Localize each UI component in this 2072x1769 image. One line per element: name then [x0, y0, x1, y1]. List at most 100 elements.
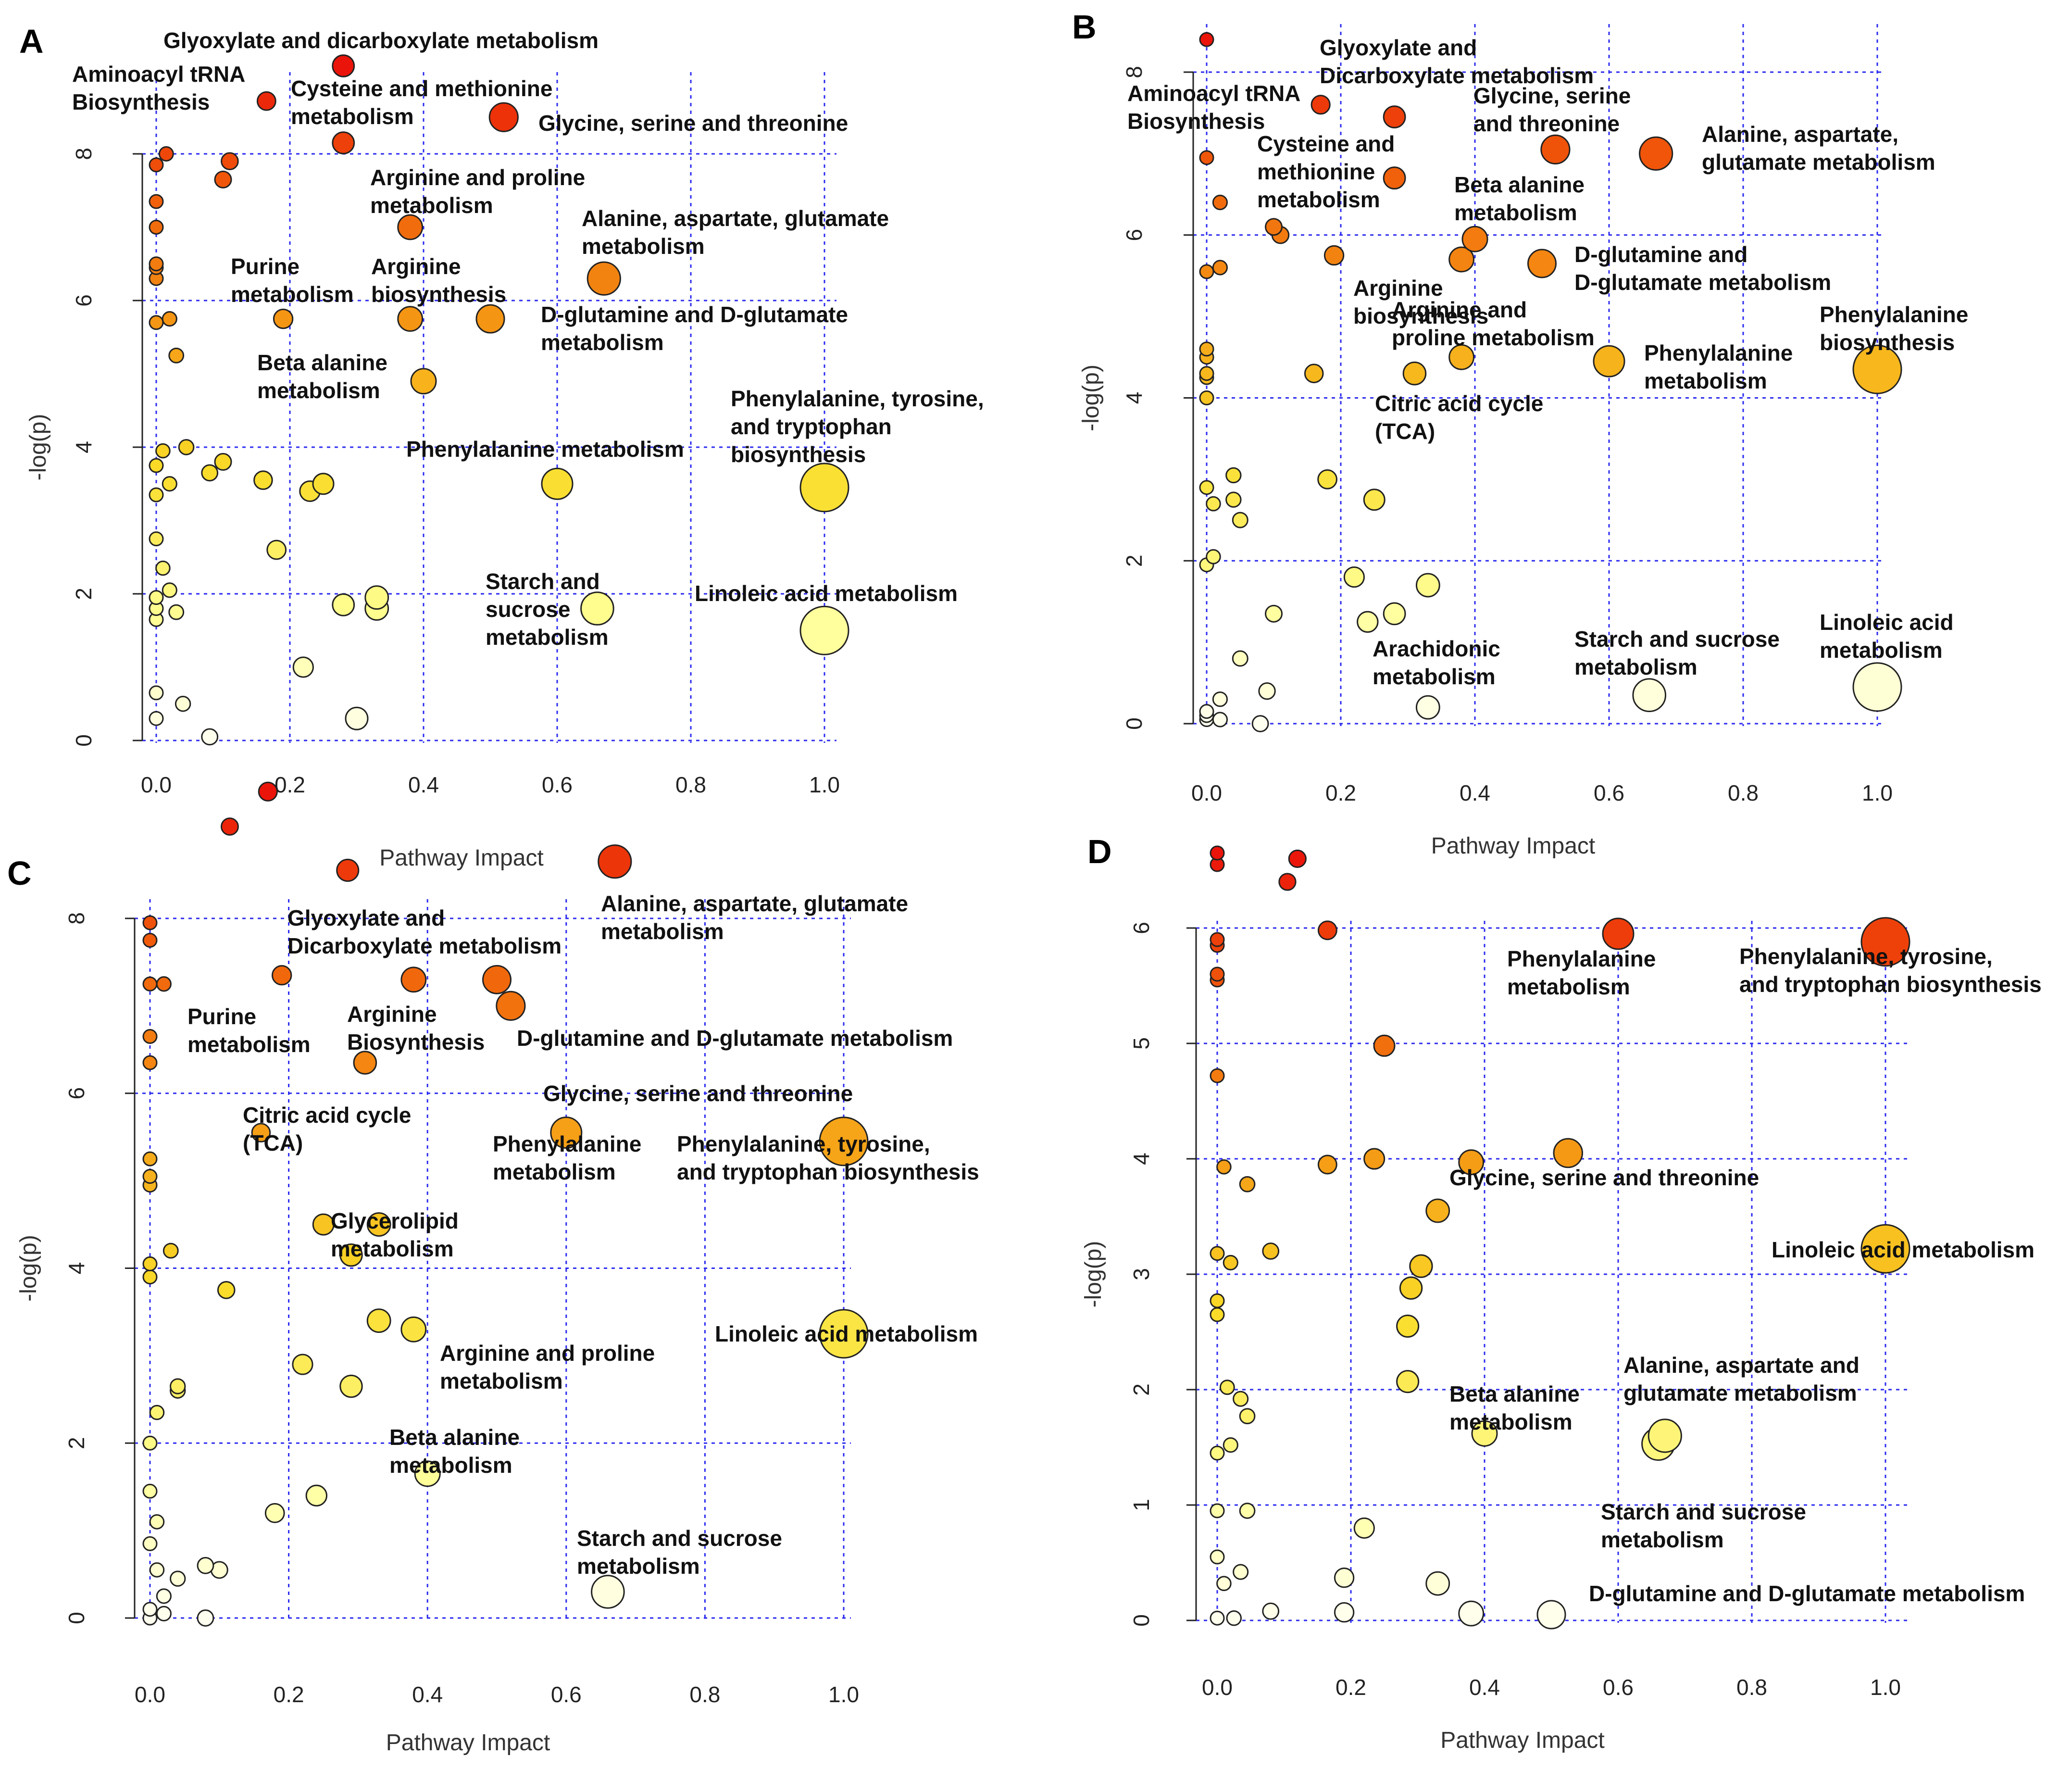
- data-point: [149, 256, 164, 272]
- data-point: [332, 131, 355, 155]
- y-tick-label: 0: [71, 734, 96, 747]
- data-point: [799, 463, 849, 513]
- data-point: [1317, 1154, 1337, 1175]
- data-point: [142, 1169, 158, 1184]
- data-point: [217, 1281, 236, 1299]
- data-point: [1210, 1246, 1225, 1261]
- data-point: [1852, 662, 1902, 712]
- annotation-line: Cysteine and: [1257, 131, 1395, 156]
- panel-label: B: [1072, 8, 1097, 46]
- data-point: [591, 1575, 625, 1609]
- y-tick-label: 0: [64, 1612, 89, 1624]
- annotation-line: Purine: [187, 1004, 256, 1029]
- data-point: [1304, 364, 1324, 383]
- data-point: [1402, 361, 1427, 386]
- data-point: [1317, 920, 1337, 941]
- x-tick-label: 1.0: [828, 1682, 859, 1707]
- x-axis-label: Pathway Impact: [1440, 1728, 1604, 1753]
- x-tick-label: 1.0: [809, 772, 840, 797]
- y-tick-label: 8: [1122, 66, 1147, 78]
- annotation-line: Starch and sucrose: [577, 1526, 782, 1551]
- data-point: [1265, 218, 1283, 236]
- data-point: [292, 1354, 313, 1375]
- x-tick-label: 0.2: [1325, 780, 1356, 805]
- data-point: [1199, 150, 1214, 165]
- data-point: [149, 1562, 165, 1578]
- annotation-line: biosynthesis: [731, 442, 866, 467]
- annotation-line: metabolism: [1601, 1527, 1724, 1552]
- data-point: [158, 146, 174, 162]
- data-point: [1199, 32, 1214, 47]
- annotation-line: Glycine, serine and threonine: [538, 111, 848, 136]
- data-point: [1212, 712, 1228, 728]
- annotation-line: Dicarboxylate metabolism: [287, 933, 562, 958]
- pathway-annotation: Phenylalanine metabolism: [493, 1131, 641, 1184]
- data-point: [142, 915, 158, 930]
- pathway-annotation: Arginine and proline metabolism: [370, 165, 585, 218]
- annotation-line: metabolism: [331, 1236, 454, 1261]
- x-tick-label: 0.8: [675, 772, 706, 797]
- annotation-line: Phenylalanine, tyrosine,: [677, 1131, 930, 1156]
- data-point: [366, 1308, 391, 1333]
- data-point: [142, 976, 158, 991]
- y-axis-label: -log(p): [25, 414, 51, 481]
- data-point: [256, 91, 276, 111]
- annotation-line: Linoleic acid metabolism: [1772, 1237, 2035, 1262]
- y-tick-label: 2: [1129, 1383, 1154, 1396]
- data-point: [156, 976, 172, 992]
- panel-c: C 0.0 0.2 0.4 0.6 0.8 1.0 0 2 4 6 8 Pathway Impact -l…: [7, 781, 979, 1756]
- annotation-line: metabolism: [577, 1554, 700, 1579]
- data-point: [397, 214, 424, 240]
- data-point: [142, 1602, 158, 1617]
- data-point: [178, 439, 195, 455]
- data-point: [1639, 136, 1673, 171]
- x-tick-label: 0.8: [1736, 1675, 1767, 1700]
- annotation-line: glutamate metabolism: [1702, 150, 1935, 175]
- annotation-line: metabolism: [1449, 1409, 1573, 1434]
- annotation-line: Arginine and proline: [440, 1341, 655, 1366]
- data-point: [339, 1374, 363, 1398]
- data-point: [496, 991, 526, 1021]
- annotation-line: metabolism: [370, 193, 493, 218]
- data-point: [1343, 566, 1365, 588]
- x-tick-label: 0.6: [1594, 780, 1624, 805]
- data-point: [819, 1117, 869, 1167]
- data-point: [149, 531, 164, 547]
- pathway-annotation: Aminoacyl tRNA Biosynthesis: [1127, 81, 1300, 134]
- pathway-annotation: Citric acid cycle (TCA): [243, 1103, 411, 1155]
- data-point: [1239, 1503, 1256, 1519]
- data-point: [1632, 678, 1666, 713]
- x-tick-label: 0.0: [135, 1682, 165, 1707]
- y-tick-label: 4: [64, 1262, 89, 1275]
- pathway-annotation: Starch and sucrose metabolism: [1601, 1499, 1806, 1552]
- data-point: [1383, 166, 1406, 190]
- annotation-line: metabolism: [1454, 200, 1577, 225]
- x-tick-label: 0.6: [1603, 1675, 1634, 1700]
- data-point: [332, 54, 355, 77]
- data-point: [1383, 105, 1406, 129]
- annotation-line: Glyoxylate and: [287, 905, 445, 930]
- data-point: [1212, 260, 1228, 276]
- data-point: [1210, 1610, 1225, 1626]
- data-point: [1357, 611, 1379, 633]
- annotation-line: metabolism: [389, 1453, 512, 1478]
- annotation-line: metabolism: [1507, 974, 1630, 999]
- panel-label: D: [1087, 833, 1112, 870]
- data-point: [1210, 932, 1225, 947]
- data-point: [364, 585, 389, 610]
- annotation-line: Glyoxylate and: [1320, 35, 1477, 60]
- x-tick-label: 0.2: [1336, 1675, 1366, 1700]
- pathway-annotation: Phenylalanine biosynthesis: [1820, 302, 1968, 355]
- data-point: [142, 1536, 158, 1551]
- data-point: [149, 685, 164, 701]
- x-axis-label: Pathway Impact: [1431, 833, 1595, 859]
- data-point: [1425, 1198, 1450, 1223]
- y-tick-label: 6: [64, 1087, 89, 1100]
- data-point: [201, 464, 219, 482]
- data-point: [1602, 917, 1635, 950]
- data-point: [149, 487, 164, 502]
- y-tick-label: 6: [1129, 922, 1154, 934]
- y-tick-label: 2: [1122, 554, 1147, 567]
- data-point: [142, 1151, 158, 1167]
- data-point: [266, 539, 287, 560]
